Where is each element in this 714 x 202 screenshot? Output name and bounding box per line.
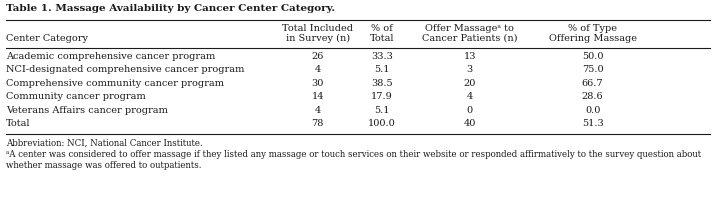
Text: 4: 4 bbox=[467, 93, 473, 101]
Text: 40: 40 bbox=[463, 120, 476, 128]
Text: Veterans Affairs cancer program: Veterans Affairs cancer program bbox=[6, 106, 168, 115]
Text: Community cancer program: Community cancer program bbox=[6, 93, 146, 101]
Text: 4: 4 bbox=[315, 65, 321, 75]
Text: 50.0: 50.0 bbox=[582, 52, 603, 61]
Text: 28.6: 28.6 bbox=[582, 93, 603, 101]
Text: 51.3: 51.3 bbox=[582, 120, 603, 128]
Text: Center Category: Center Category bbox=[6, 34, 88, 43]
Text: Total: Total bbox=[6, 120, 30, 128]
Text: 66.7: 66.7 bbox=[582, 79, 603, 88]
Text: NCI-designated comprehensive cancer program: NCI-designated comprehensive cancer prog… bbox=[6, 65, 244, 75]
Text: Offering Massage: Offering Massage bbox=[548, 34, 637, 43]
Text: whether massage was offered to outpatients.: whether massage was offered to outpatien… bbox=[6, 161, 201, 170]
Text: 100.0: 100.0 bbox=[368, 120, 396, 128]
Text: % of: % of bbox=[371, 24, 393, 33]
Text: 33.3: 33.3 bbox=[371, 52, 393, 61]
Text: 13: 13 bbox=[463, 52, 476, 61]
Text: 30: 30 bbox=[311, 79, 324, 88]
Text: Comprehensive community cancer program: Comprehensive community cancer program bbox=[6, 79, 223, 88]
Text: 3: 3 bbox=[467, 65, 473, 75]
Text: Academic comprehensive cancer program: Academic comprehensive cancer program bbox=[6, 52, 215, 61]
Text: 26: 26 bbox=[311, 52, 324, 61]
Text: Table 1. Massage Availability by Cancer Center Category.: Table 1. Massage Availability by Cancer … bbox=[6, 4, 335, 13]
Text: Total: Total bbox=[370, 34, 394, 43]
Text: Total Included: Total Included bbox=[282, 24, 353, 33]
Text: 0: 0 bbox=[467, 106, 473, 115]
Text: 17.9: 17.9 bbox=[371, 93, 393, 101]
Text: 75.0: 75.0 bbox=[582, 65, 603, 75]
Text: Offer Massageᵃ to: Offer Massageᵃ to bbox=[426, 24, 514, 33]
Text: 78: 78 bbox=[311, 120, 324, 128]
Text: 14: 14 bbox=[311, 93, 324, 101]
Text: 20: 20 bbox=[463, 79, 476, 88]
Text: 5.1: 5.1 bbox=[374, 106, 390, 115]
Text: Abbreviation: NCI, National Cancer Institute.: Abbreviation: NCI, National Cancer Insti… bbox=[6, 139, 203, 148]
Text: 5.1: 5.1 bbox=[374, 65, 390, 75]
Text: ᵃA center was considered to offer massage if they listed any massage or touch se: ᵃA center was considered to offer massag… bbox=[6, 150, 701, 159]
Text: 38.5: 38.5 bbox=[371, 79, 393, 88]
Text: in Survey (n): in Survey (n) bbox=[286, 34, 350, 43]
Text: Cancer Patients (n): Cancer Patients (n) bbox=[422, 34, 518, 43]
Text: 0.0: 0.0 bbox=[585, 106, 600, 115]
Text: % of Type: % of Type bbox=[568, 24, 617, 33]
Text: 4: 4 bbox=[315, 106, 321, 115]
